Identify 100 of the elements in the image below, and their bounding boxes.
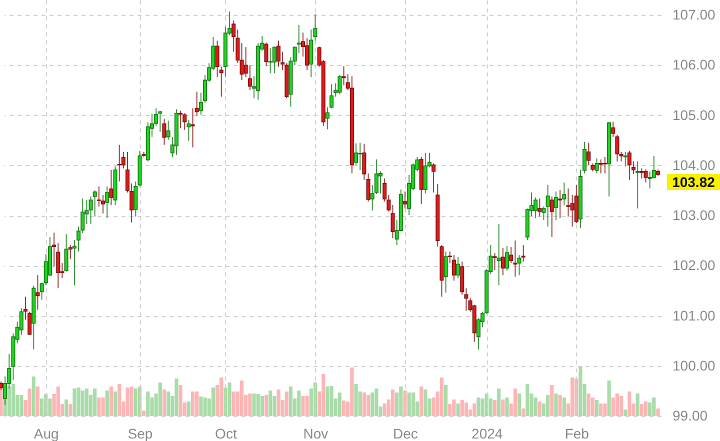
- bar: [546, 395, 550, 416]
- bar: [101, 398, 105, 416]
- bar: [322, 374, 326, 416]
- bar: [232, 392, 236, 416]
- bar: [472, 404, 476, 416]
- candlestick: [444, 251, 448, 294]
- candlestick: [362, 143, 366, 180]
- candlestick: [325, 106, 330, 130]
- candlestick: [452, 254, 456, 282]
- candlestick: [456, 256, 460, 279]
- bar: [105, 390, 109, 416]
- bar: [330, 386, 334, 416]
- bar: [526, 384, 530, 416]
- candlestick: [36, 274, 40, 310]
- bar: [578, 366, 582, 416]
- candlestick: [558, 189, 562, 219]
- bar: [538, 402, 542, 416]
- bar: [366, 395, 370, 416]
- x-tick-label: Feb: [564, 426, 590, 441]
- candlestick: [117, 144, 122, 182]
- bar: [178, 385, 182, 416]
- bar: [476, 398, 480, 416]
- candlestick: [390, 204, 395, 239]
- candlestick: [268, 48, 272, 74]
- y-tick-label: 102.00: [672, 257, 716, 274]
- bar: [615, 394, 619, 416]
- candlestick: [554, 190, 558, 221]
- candlestick: [68, 244, 72, 260]
- bar: [305, 396, 309, 416]
- bar: [93, 388, 97, 416]
- bar: [146, 392, 150, 416]
- bar: [80, 390, 84, 416]
- candlestick: [602, 156, 607, 174]
- bar: [513, 388, 517, 416]
- bar: [534, 398, 538, 416]
- bar: [497, 388, 501, 416]
- candlestick: [330, 84, 334, 109]
- candlestick: [182, 112, 187, 130]
- candlestick: [366, 172, 370, 202]
- bar: [301, 396, 305, 416]
- bar: [130, 386, 134, 416]
- bar: [109, 386, 113, 416]
- bar: [403, 390, 407, 416]
- candlestick: [562, 182, 566, 206]
- x-tick-label: Oct: [215, 426, 237, 441]
- bar: [460, 400, 464, 416]
- bar: [268, 390, 272, 416]
- candlestick: [538, 198, 542, 218]
- bar: [28, 388, 32, 416]
- bar: [554, 394, 558, 416]
- candlestick: [570, 194, 574, 228]
- bar: [350, 368, 354, 416]
- bar: [628, 392, 632, 416]
- candlestick: [521, 244, 526, 262]
- bar: [76, 388, 80, 416]
- candlestick: [423, 152, 428, 194]
- bar: [158, 382, 162, 416]
- bar: [550, 385, 554, 416]
- candlestick: [162, 118, 166, 146]
- bar: [32, 376, 36, 416]
- bar: [256, 394, 260, 416]
- candlestick: [640, 168, 644, 179]
- candlestick: [190, 108, 195, 148]
- bar: [611, 398, 615, 416]
- candlestick: [402, 190, 407, 209]
- bar: [656, 408, 660, 416]
- bar: [424, 390, 428, 416]
- bar: [118, 384, 122, 416]
- bar: [342, 400, 346, 416]
- y-tick-label: 106.00: [672, 56, 716, 73]
- candlestick: [109, 169, 114, 206]
- candlestick: [517, 254, 522, 276]
- candlestick: [550, 196, 554, 238]
- candlestick: [338, 74, 342, 95]
- bar: [260, 396, 264, 416]
- y-tick-label: 99.00: [672, 408, 708, 424]
- bar: [594, 400, 599, 416]
- candlestick: [546, 184, 550, 228]
- bar: [362, 392, 366, 416]
- candlestick: [636, 160, 640, 209]
- bar: [72, 388, 76, 416]
- bar: [64, 400, 68, 416]
- bar: [186, 402, 191, 416]
- bar: [97, 398, 101, 416]
- bar: [652, 398, 656, 416]
- bar: [456, 404, 460, 416]
- bar: [440, 378, 444, 416]
- bar: [199, 396, 203, 416]
- candlestick: [342, 66, 346, 86]
- y-tick-label: 105.00: [672, 106, 716, 123]
- bar: [11, 384, 16, 416]
- y-tick-label: 101.00: [672, 307, 716, 324]
- y-tick-label: 107.00: [672, 6, 716, 23]
- bar: [464, 402, 468, 416]
- bar: [599, 404, 603, 416]
- candlestick: [505, 246, 510, 272]
- bar: [68, 404, 72, 416]
- candlestick: [627, 150, 632, 180]
- candlestick: [513, 240, 518, 278]
- bar: [162, 390, 166, 416]
